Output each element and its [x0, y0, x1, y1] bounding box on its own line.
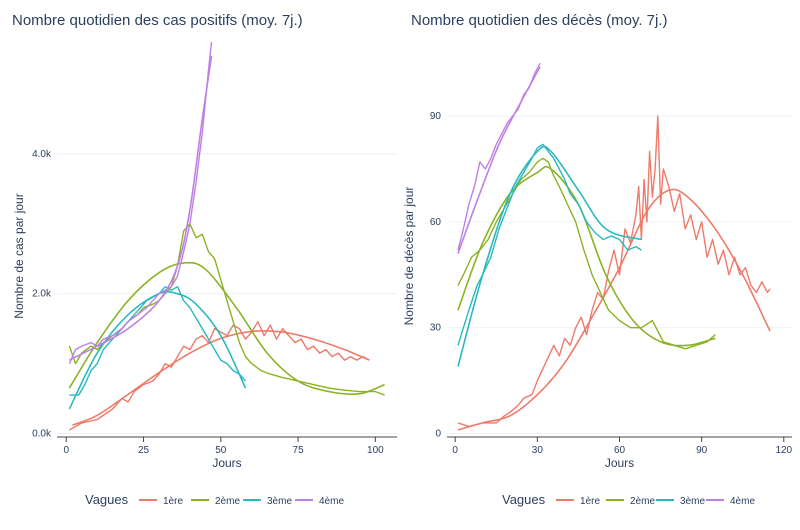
x-tick-label: 90 [696, 445, 708, 456]
series-4ème-raw-line [68, 41, 213, 364]
x-tick-label: 0 [63, 445, 69, 456]
series-4ème-trend-line [457, 66, 541, 254]
legend-title: Vagues [85, 492, 129, 507]
series-1ère-raw-line [457, 115, 771, 428]
y-tick-label: 2.0k [32, 289, 52, 300]
legend-item-label: 1ère [580, 496, 600, 507]
y-axis-title: Nombre de cas par jour [12, 193, 26, 318]
series-2ème-trend-line [457, 165, 716, 347]
x-tick-label: 25 [138, 445, 150, 456]
cases-chart-panel: Nombre quotidien des cas positifs (moy. … [12, 12, 397, 470]
series-1ère-raw-line [69, 320, 370, 431]
legend-item-label: 1ère [163, 496, 183, 507]
x-tick-label: 50 [215, 445, 227, 456]
series-4ème-trend-line [69, 55, 213, 361]
series-2ème-raw-line [457, 157, 716, 350]
x-axis-title: Jours [605, 456, 634, 470]
legend-item-label: 2ème [630, 496, 655, 507]
x-tick-label: 30 [532, 445, 544, 456]
y-tick-label: 0 [435, 428, 441, 439]
y-axis-title: Nombre de décès par jour [402, 187, 416, 326]
legend-item-label: 4ème [319, 496, 344, 507]
legend-title: Vagues [502, 492, 546, 507]
y-tick-label: 4.0k [32, 149, 52, 160]
chart-title: Nombre quotidien des décès (moy. 7j.) [411, 12, 668, 29]
x-axis-title: Jours [212, 456, 241, 470]
y-tick-label: 60 [430, 217, 442, 228]
x-tick-label: 0 [452, 445, 458, 456]
series-2ème-raw-line [68, 223, 385, 396]
legend-item-label: 4ème [730, 496, 755, 507]
series-1ère-trend-line [457, 188, 771, 431]
series-3ème-trend-line [457, 145, 642, 367]
series-2ème-trend-line [68, 261, 385, 395]
legend-item-label: 3ème [267, 496, 292, 507]
x-tick-label: 75 [293, 445, 305, 456]
chart-title: Nombre quotidien des cas positifs (moy. … [12, 12, 303, 29]
series-3ème-trend-line [68, 290, 247, 410]
y-tick-label: 90 [430, 111, 442, 122]
x-tick-label: 60 [614, 445, 626, 456]
y-tick-label: 0.0k [32, 429, 52, 440]
x-tick-label: 120 [775, 445, 792, 456]
legend-item-label: 2ème [215, 496, 240, 507]
x-tick-label: 100 [367, 445, 384, 456]
legend: Vagues 1ère 2ème 3ème 4ème Vagues 1ère 2ème 3ème… [85, 492, 755, 507]
series-1ère-trend-line [72, 330, 370, 426]
series-3ème-raw-line [457, 143, 642, 346]
deaths-chart-panel: Nombre quotidien des décès (moy. 7j.) 0 30… [402, 12, 793, 470]
y-tick-label: 30 [430, 323, 442, 334]
legend-item-label: 3ème [680, 496, 705, 507]
